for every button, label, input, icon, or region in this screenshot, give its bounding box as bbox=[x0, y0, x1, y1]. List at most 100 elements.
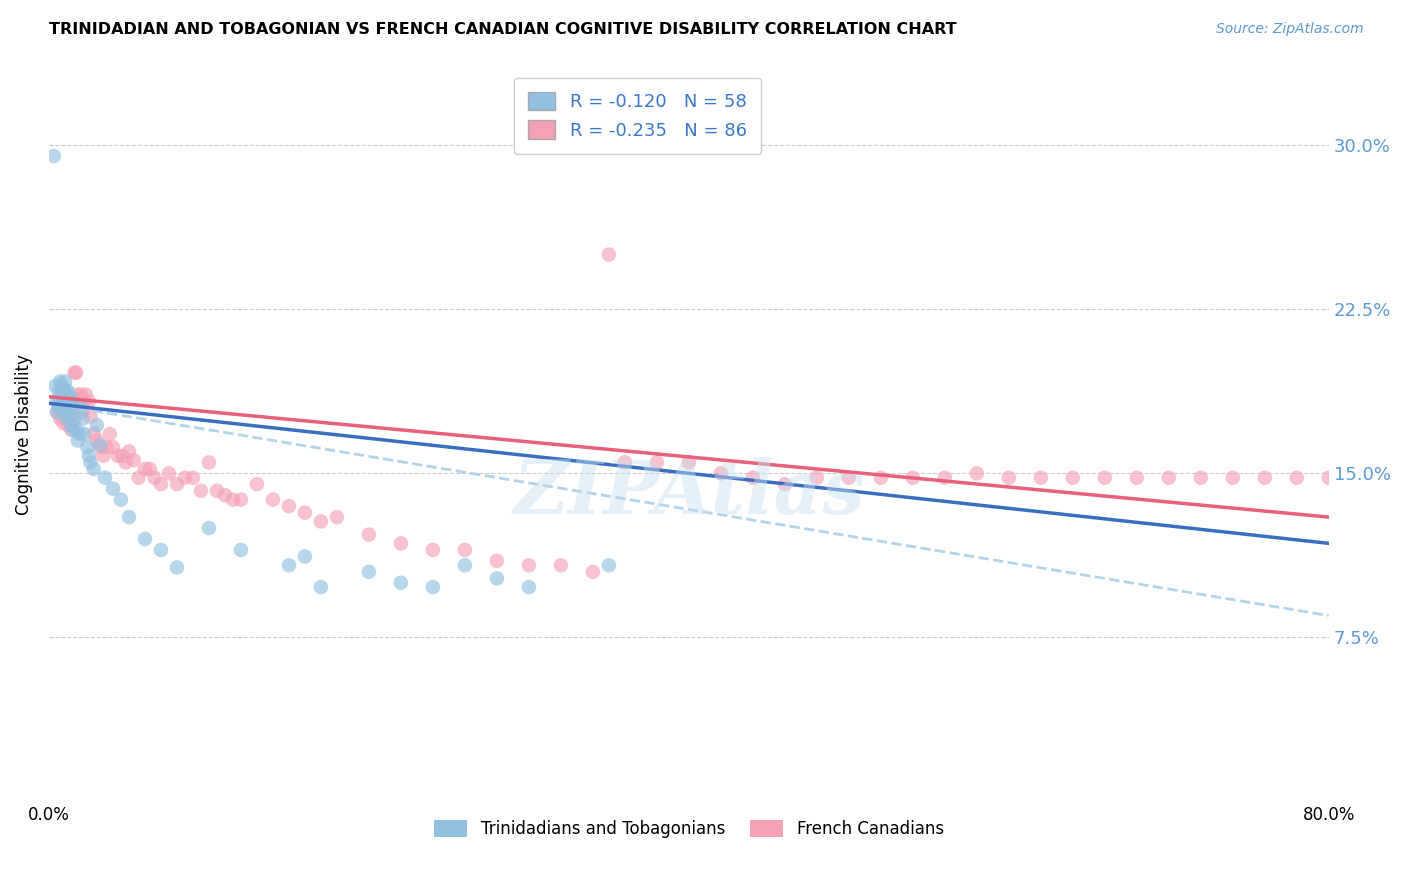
Point bbox=[1094, 471, 1116, 485]
Point bbox=[901, 471, 924, 485]
Point bbox=[73, 426, 96, 441]
Point bbox=[67, 426, 90, 441]
Point bbox=[773, 477, 796, 491]
Point bbox=[72, 411, 94, 425]
Point bbox=[454, 543, 477, 558]
Point bbox=[246, 477, 269, 491]
Point bbox=[48, 385, 70, 400]
Point bbox=[357, 565, 380, 579]
Point bbox=[63, 411, 86, 425]
Point bbox=[389, 575, 412, 590]
Point bbox=[70, 387, 93, 401]
Point bbox=[934, 471, 956, 485]
Point bbox=[48, 401, 70, 415]
Point bbox=[66, 434, 89, 448]
Point bbox=[62, 423, 84, 437]
Point bbox=[517, 580, 540, 594]
Point bbox=[229, 543, 252, 558]
Point bbox=[1029, 471, 1052, 485]
Point bbox=[49, 411, 72, 425]
Point bbox=[294, 506, 316, 520]
Point bbox=[79, 409, 101, 424]
Point bbox=[1285, 471, 1308, 485]
Point bbox=[222, 492, 245, 507]
Point bbox=[107, 449, 129, 463]
Point bbox=[118, 444, 141, 458]
Point bbox=[52, 383, 75, 397]
Point bbox=[53, 405, 76, 419]
Point bbox=[60, 418, 83, 433]
Point bbox=[157, 467, 180, 481]
Point bbox=[52, 401, 75, 415]
Point bbox=[76, 440, 98, 454]
Point bbox=[309, 515, 332, 529]
Point bbox=[998, 471, 1021, 485]
Point bbox=[53, 387, 76, 401]
Point bbox=[262, 492, 284, 507]
Point bbox=[198, 521, 221, 535]
Point bbox=[294, 549, 316, 564]
Point bbox=[229, 492, 252, 507]
Point bbox=[645, 455, 668, 469]
Point bbox=[86, 418, 108, 433]
Point bbox=[42, 149, 65, 163]
Point bbox=[83, 462, 105, 476]
Point bbox=[46, 405, 69, 419]
Point bbox=[79, 455, 101, 469]
Point bbox=[118, 510, 141, 524]
Point bbox=[1317, 471, 1340, 485]
Point bbox=[72, 405, 94, 419]
Legend: Trinidadians and Tobagonians, French Canadians: Trinidadians and Tobagonians, French Can… bbox=[427, 813, 950, 845]
Point bbox=[60, 394, 83, 409]
Point bbox=[51, 379, 73, 393]
Point bbox=[46, 405, 69, 419]
Point bbox=[65, 366, 87, 380]
Point bbox=[53, 394, 76, 409]
Point bbox=[582, 565, 605, 579]
Point bbox=[77, 394, 100, 409]
Point bbox=[62, 394, 84, 409]
Point bbox=[710, 467, 733, 481]
Point bbox=[59, 390, 82, 404]
Point bbox=[46, 394, 69, 409]
Point bbox=[309, 580, 332, 594]
Point bbox=[174, 471, 197, 485]
Point bbox=[205, 483, 228, 498]
Point bbox=[49, 375, 72, 389]
Point bbox=[454, 558, 477, 573]
Point bbox=[190, 483, 212, 498]
Point bbox=[166, 477, 188, 491]
Point bbox=[806, 471, 828, 485]
Point bbox=[278, 558, 301, 573]
Point bbox=[869, 471, 891, 485]
Point bbox=[93, 449, 115, 463]
Point bbox=[52, 416, 75, 430]
Point bbox=[598, 558, 620, 573]
Point bbox=[77, 449, 100, 463]
Point bbox=[149, 543, 172, 558]
Point bbox=[89, 438, 111, 452]
Text: TRINIDADIAN AND TOBAGONIAN VS FRENCH CANADIAN COGNITIVE DISABILITY CORRELATION C: TRINIDADIAN AND TOBAGONIAN VS FRENCH CAN… bbox=[49, 22, 957, 37]
Point bbox=[59, 411, 82, 425]
Point bbox=[149, 477, 172, 491]
Point bbox=[62, 401, 84, 415]
Point bbox=[98, 426, 121, 441]
Point bbox=[55, 383, 77, 397]
Y-axis label: Cognitive Disability: Cognitive Disability bbox=[15, 355, 32, 516]
Point bbox=[101, 440, 124, 454]
Point bbox=[134, 462, 156, 476]
Point bbox=[44, 379, 66, 393]
Text: ZIPAtlas: ZIPAtlas bbox=[513, 458, 865, 530]
Point bbox=[67, 394, 90, 409]
Point bbox=[485, 571, 508, 585]
Point bbox=[134, 532, 156, 546]
Point bbox=[86, 434, 108, 448]
Point bbox=[60, 423, 83, 437]
Point bbox=[66, 387, 89, 401]
Point bbox=[181, 471, 204, 485]
Point bbox=[139, 462, 162, 476]
Point bbox=[122, 453, 145, 467]
Point bbox=[89, 440, 111, 454]
Point bbox=[326, 510, 349, 524]
Point bbox=[56, 418, 79, 433]
